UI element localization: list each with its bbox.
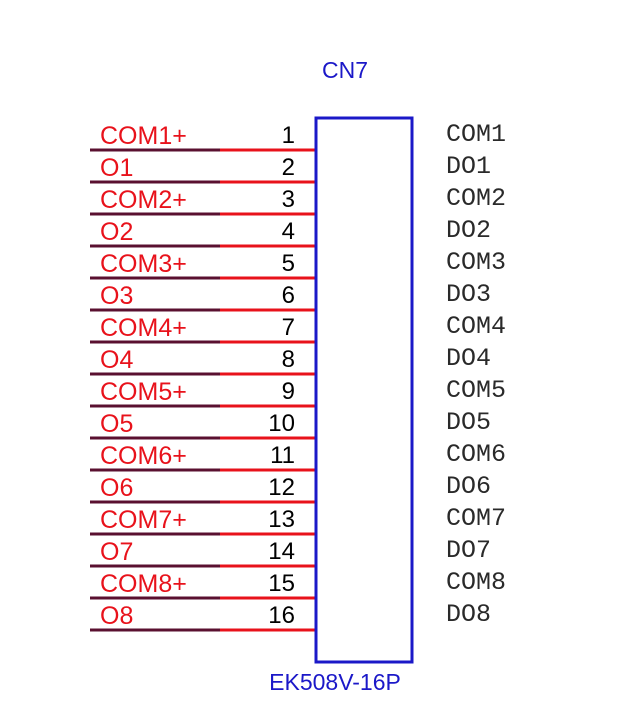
pin-row: COM4+ 7 COM4: [90, 312, 506, 344]
pin-name: DO6: [446, 472, 491, 501]
pin-name: COM6: [446, 440, 506, 469]
net-label: O7: [100, 538, 133, 566]
net-label: O5: [100, 410, 133, 438]
pin-number: 8: [282, 346, 295, 373]
pin-row: O3 6 DO3: [90, 280, 491, 312]
pin-name: DO5: [446, 408, 491, 437]
net-label: COM4+: [100, 314, 187, 342]
net-label: O6: [100, 474, 133, 502]
pin-name: COM5: [446, 376, 506, 405]
pin-row: O5 10 DO5: [90, 408, 491, 440]
pin-row: COM5+ 9 COM5: [90, 376, 506, 408]
pin-name: COM1: [446, 120, 506, 149]
pin-number: 3: [282, 186, 295, 213]
connector-part-number: EK508V-16P: [269, 669, 401, 695]
pin-name: DO7: [446, 536, 491, 565]
pin-number: 4: [282, 218, 295, 245]
pin-number: 9: [282, 378, 295, 405]
pin-row: O8 16 DO8: [90, 600, 491, 632]
pin-row: O1 2 DO1: [90, 152, 491, 184]
pin-number: 7: [282, 314, 295, 341]
pin-number: 12: [268, 474, 295, 501]
connector-body: [314, 116, 414, 664]
pin-number: 2: [282, 154, 295, 181]
pin-name: DO2: [446, 216, 491, 245]
pin-number: 1: [282, 122, 295, 149]
net-label: COM2+: [100, 186, 187, 214]
pin-row: COM6+ 11 COM6: [90, 440, 506, 472]
pin-row: COM2+ 3 COM2: [90, 184, 506, 216]
pin-number: 14: [268, 538, 295, 565]
pin-number: 10: [268, 410, 295, 437]
pin-number: 6: [282, 282, 295, 309]
pin-row: COM3+ 5 COM3: [90, 248, 506, 280]
net-label: COM5+: [100, 378, 187, 406]
pin-number: 11: [270, 442, 295, 469]
net-label: O1: [100, 154, 133, 182]
pin-name: COM8: [446, 568, 506, 597]
net-label: O4: [100, 346, 133, 374]
pin-row: COM1+ 1 COM1: [90, 120, 506, 152]
pin-row: O7 14 DO7: [90, 536, 491, 568]
net-label: COM3+: [100, 250, 187, 278]
pin-name: COM4: [446, 312, 506, 341]
pin-number: 15: [268, 570, 295, 597]
connector-designator: CN7: [322, 57, 368, 83]
net-label: O8: [100, 602, 133, 630]
net-label: COM1+: [100, 122, 187, 150]
pin-name: DO4: [446, 344, 491, 373]
pin-row: COM7+ 13 COM7: [90, 504, 506, 536]
pin-row: O2 4 DO2: [90, 216, 491, 248]
net-label: COM7+: [100, 506, 187, 534]
pin-name: DO1: [446, 152, 491, 181]
pin-name: COM2: [446, 184, 506, 213]
pin-name: DO3: [446, 280, 491, 309]
pin-name: DO8: [446, 600, 491, 629]
net-label: COM8+: [100, 570, 187, 598]
net-label: O3: [100, 282, 133, 310]
pin-row: O6 12 DO6: [90, 472, 491, 504]
pin-number: 16: [268, 602, 295, 629]
pin-row: COM8+ 15 COM8: [90, 568, 506, 600]
pin-name: COM7: [446, 504, 506, 533]
net-label: COM6+: [100, 442, 187, 470]
pin-row: O4 8 DO4: [90, 344, 491, 376]
net-label: O2: [100, 218, 133, 246]
pin-number: 5: [282, 250, 295, 277]
pin-name: COM3: [446, 248, 506, 277]
pin-number: 13: [268, 506, 295, 533]
